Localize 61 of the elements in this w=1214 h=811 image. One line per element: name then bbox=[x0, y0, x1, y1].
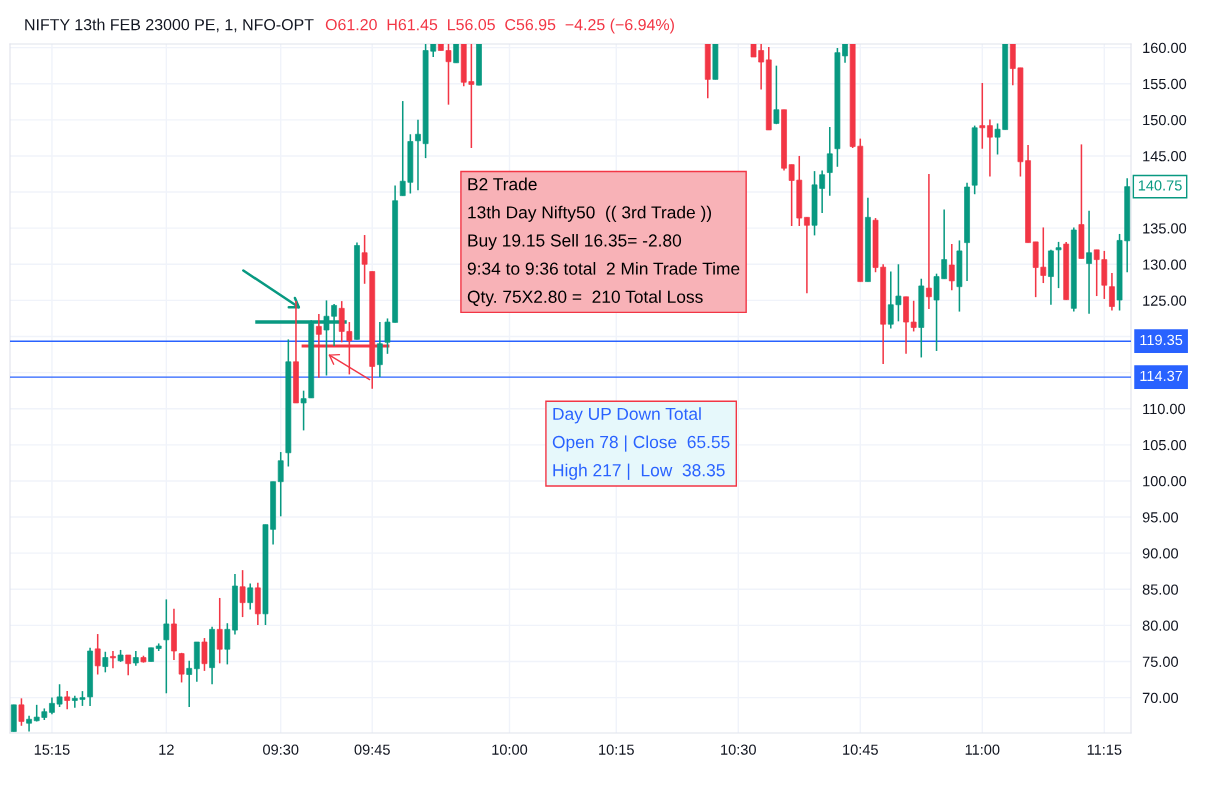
candlestick bbox=[26, 714, 32, 733]
candlestick bbox=[125, 654, 132, 676]
x-tick-label: 09:45 bbox=[354, 744, 390, 755]
candlestick bbox=[361, 234, 368, 285]
y-tick-label: 160.00 bbox=[1143, 42, 1187, 54]
candlestick bbox=[201, 637, 208, 672]
y-tick-label: 80.00 bbox=[1142, 620, 1179, 631]
ref-line-label: 119.35 bbox=[1140, 334, 1183, 346]
y-tick-label: 150.00 bbox=[1143, 114, 1187, 126]
y-tick-label: 155.00 bbox=[1143, 78, 1187, 90]
y-tick-label: 100.00 bbox=[1143, 476, 1187, 487]
y-tick-label: 70.00 bbox=[1142, 692, 1179, 704]
candlestick bbox=[163, 598, 170, 695]
candlestick bbox=[239, 569, 246, 618]
candlestick bbox=[1109, 272, 1115, 312]
x-tick-label: 10:15 bbox=[599, 744, 634, 755]
text: 140.75 bbox=[1138, 180, 1182, 191]
candlestick bbox=[826, 126, 833, 197]
x-tick-label: 10:45 bbox=[843, 744, 878, 755]
candlestick bbox=[948, 243, 955, 292]
y-tick-label: 130.00 bbox=[1143, 259, 1187, 270]
candlestick bbox=[186, 660, 193, 708]
x-tick-label: 11:15 bbox=[1087, 744, 1122, 755]
candlestick bbox=[979, 82, 986, 150]
y-tick-label: 95.00 bbox=[1142, 512, 1179, 523]
candlestick bbox=[1055, 241, 1062, 289]
candlestick bbox=[277, 451, 284, 518]
y-tick-label: 90.00 bbox=[1142, 548, 1179, 559]
candlestick bbox=[1086, 210, 1092, 315]
annotation: Day UP Down Total Open 78 | Close 65.55 High 217 | Low 38.35 bbox=[552, 407, 730, 480]
y-tick-label: 75.00 bbox=[1142, 656, 1179, 667]
candlestick bbox=[110, 650, 116, 670]
x-tick-label: 10:30 bbox=[721, 744, 756, 755]
candlestick bbox=[216, 597, 223, 665]
x-tick-label: 15:15 bbox=[34, 744, 70, 755]
candlestick bbox=[987, 118, 993, 178]
candlestick bbox=[804, 216, 810, 294]
y-tick-label: 85.00 bbox=[1142, 584, 1179, 595]
annotation: B2 Trade 13th Day Nifty50 (( 3rd Trade )) Buy 19.15 Sell 16.35= -2.80 9:34 to 9:36 total 2 Min Trade Time Qty. 75X2.80 = 210 Total Loss bbox=[467, 177, 740, 307]
y-tick-label: 135.00 bbox=[1143, 223, 1187, 234]
candlestick bbox=[94, 633, 101, 676]
x-tick-label: 11:00 bbox=[965, 744, 1000, 755]
y-tick-label: 125.00 bbox=[1143, 295, 1187, 306]
y-tick-label: 105.00 bbox=[1143, 439, 1187, 451]
candlestick bbox=[102, 650, 109, 674]
candlestick bbox=[178, 652, 185, 684]
chart-title: NIFTY 13th FEB 23000 PE, 1, NFO-OPT bbox=[25, 18, 314, 33]
y-tick-label: 110.00 bbox=[1143, 403, 1186, 415]
x-tick-label: 12 bbox=[159, 744, 174, 755]
candlestick bbox=[773, 64, 780, 125]
ref-line-label: 114.37 bbox=[1140, 370, 1183, 382]
candlestick bbox=[64, 690, 71, 710]
candlestick bbox=[18, 697, 25, 727]
x-tick-label: 10:00 bbox=[492, 744, 528, 755]
candlestick bbox=[376, 321, 383, 378]
chart-subtitle: O61.20 H61.45 L56.05 C56.95 −4.25 (−6.94%) bbox=[325, 18, 674, 34]
y-tick-label: 145.00 bbox=[1143, 151, 1187, 162]
candlestick bbox=[926, 173, 932, 310]
x-tick-label: 09:30 bbox=[263, 744, 299, 755]
candlestick bbox=[453, 44, 459, 64]
candlestick bbox=[247, 582, 254, 611]
